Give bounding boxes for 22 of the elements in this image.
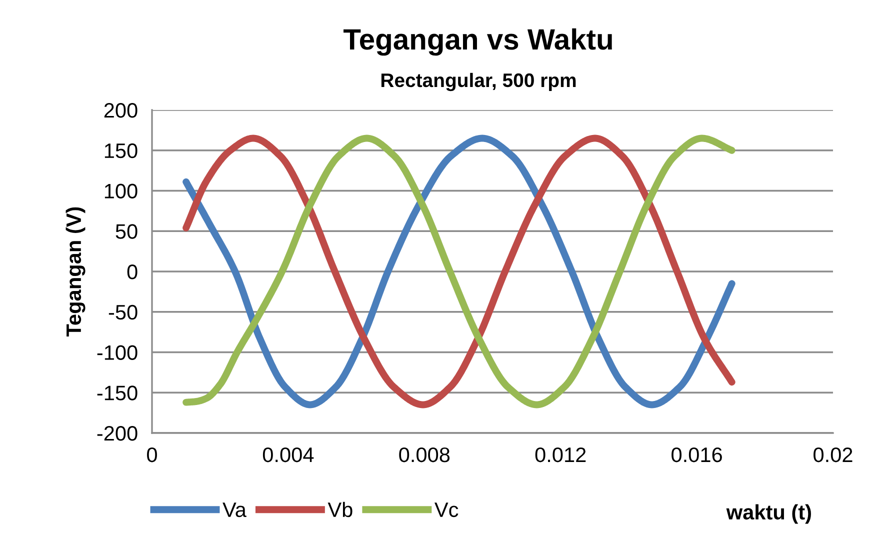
y-tick-label: 150 — [104, 143, 138, 158]
y-tick-label: 100 — [104, 184, 138, 199]
y-tick-label: 50 — [116, 224, 138, 239]
y-tick-label: -200 — [97, 426, 138, 441]
chart-subtitle: Rectangular, 500 rpm — [381, 72, 576, 92]
legend-label: Vc — [434, 502, 458, 518]
x-axis-title: waktu (t) — [726, 504, 811, 524]
x-tick-label: 0 — [147, 447, 157, 462]
x-tick-label: 0.016 — [672, 447, 722, 462]
y-tick-label: -100 — [97, 345, 138, 360]
y-tick-label: -150 — [97, 386, 138, 400]
x-tick-label: 0.008 — [399, 447, 450, 462]
y-axis-title: Tegangan (V) — [66, 207, 86, 336]
legend-label: Vb — [328, 502, 352, 518]
y-tick-label: 200 — [104, 103, 138, 118]
chart-title: Tegangan vs Waktu — [344, 28, 612, 56]
legend-label: Va — [222, 502, 246, 518]
y-tick-label: -50 — [108, 304, 138, 320]
x-tick-label: 0.004 — [262, 447, 314, 462]
y-tick-label: 0 — [127, 264, 138, 280]
x-tick-label: 0.02 — [814, 447, 852, 462]
x-tick-label: 0.012 — [535, 447, 586, 462]
